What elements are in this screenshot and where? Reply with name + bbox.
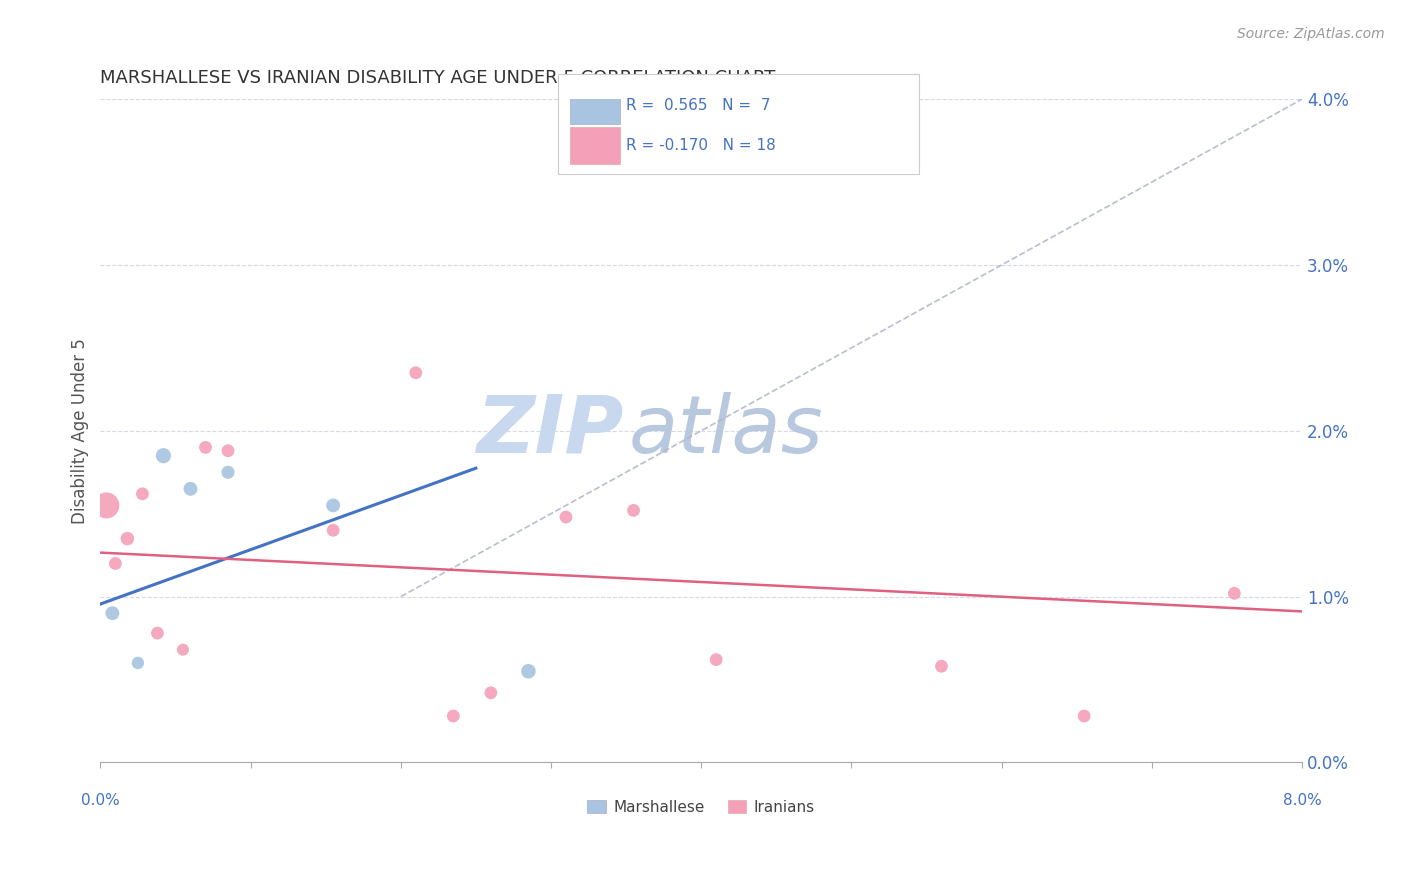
Point bbox=[172, 642, 194, 657]
Text: 8.0%: 8.0% bbox=[1282, 793, 1322, 808]
Point bbox=[1223, 586, 1246, 600]
Text: Source: ZipAtlas.com: Source: ZipAtlas.com bbox=[1237, 27, 1385, 41]
Point bbox=[623, 503, 645, 517]
Point bbox=[322, 499, 344, 513]
Text: R =  0.565   N =  7: R = 0.565 N = 7 bbox=[626, 98, 770, 113]
Point bbox=[117, 532, 139, 546]
Text: MARSHALLESE VS IRANIAN DISABILITY AGE UNDER 5 CORRELATION CHART: MARSHALLESE VS IRANIAN DISABILITY AGE UN… bbox=[100, 69, 776, 87]
Text: atlas: atlas bbox=[628, 392, 824, 470]
Point bbox=[322, 524, 344, 538]
Point bbox=[104, 557, 127, 571]
Text: ZIP: ZIP bbox=[475, 392, 623, 470]
Point bbox=[704, 652, 727, 666]
Text: 0.0%: 0.0% bbox=[82, 793, 120, 808]
Text: R = -0.170   N = 18: R = -0.170 N = 18 bbox=[626, 138, 776, 153]
Point bbox=[101, 606, 124, 620]
Point bbox=[441, 709, 464, 723]
Point bbox=[931, 659, 953, 673]
Point bbox=[179, 482, 201, 496]
Point bbox=[96, 499, 118, 513]
Point bbox=[1073, 709, 1095, 723]
Point bbox=[127, 656, 149, 670]
Point bbox=[217, 465, 239, 479]
Point bbox=[152, 449, 174, 463]
Point bbox=[405, 366, 427, 380]
Point bbox=[517, 665, 540, 679]
Point bbox=[194, 441, 217, 455]
Y-axis label: Disability Age Under 5: Disability Age Under 5 bbox=[72, 338, 89, 524]
Point bbox=[555, 510, 578, 524]
Point bbox=[146, 626, 169, 640]
FancyBboxPatch shape bbox=[571, 87, 620, 124]
Point bbox=[479, 686, 502, 700]
FancyBboxPatch shape bbox=[571, 128, 620, 164]
Point bbox=[131, 487, 153, 501]
FancyBboxPatch shape bbox=[558, 74, 920, 174]
Point bbox=[217, 443, 239, 458]
Legend: Marshallese, Iranians: Marshallese, Iranians bbox=[581, 794, 821, 822]
